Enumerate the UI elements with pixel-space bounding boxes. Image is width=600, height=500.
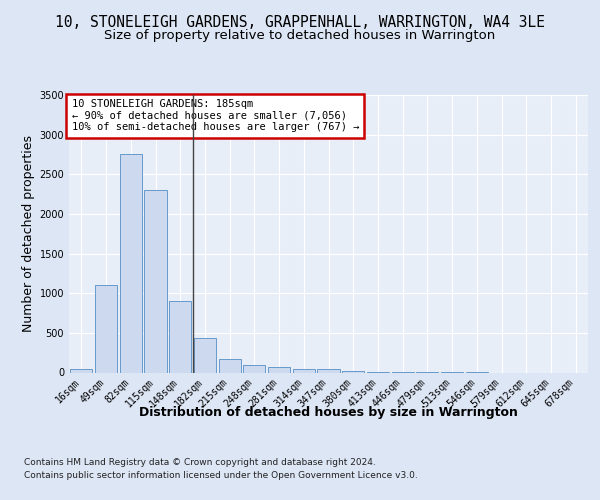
Bar [317, 370, 340, 372]
Bar [169, 301, 191, 372]
Bar [293, 368, 315, 372]
Y-axis label: Number of detached properties: Number of detached properties [22, 135, 35, 332]
Bar [145, 190, 167, 372]
Bar [243, 364, 265, 372]
Bar [95, 286, 117, 372]
Bar [70, 368, 92, 372]
Text: 10, STONELEIGH GARDENS, GRAPPENHALL, WARRINGTON, WA4 3LE: 10, STONELEIGH GARDENS, GRAPPENHALL, WAR… [55, 15, 545, 30]
Bar [194, 338, 216, 372]
Text: 10 STONELEIGH GARDENS: 185sqm
← 90% of detached houses are smaller (7,056)
10% o: 10 STONELEIGH GARDENS: 185sqm ← 90% of d… [71, 99, 359, 132]
Bar [218, 359, 241, 372]
Bar [119, 154, 142, 372]
Text: Size of property relative to detached houses in Warrington: Size of property relative to detached ho… [104, 30, 496, 43]
Bar [268, 367, 290, 372]
Text: Contains public sector information licensed under the Open Government Licence v3: Contains public sector information licen… [24, 472, 418, 480]
Bar [342, 370, 364, 372]
Text: Contains HM Land Registry data © Crown copyright and database right 2024.: Contains HM Land Registry data © Crown c… [24, 458, 376, 467]
Text: Distribution of detached houses by size in Warrington: Distribution of detached houses by size … [139, 406, 518, 419]
